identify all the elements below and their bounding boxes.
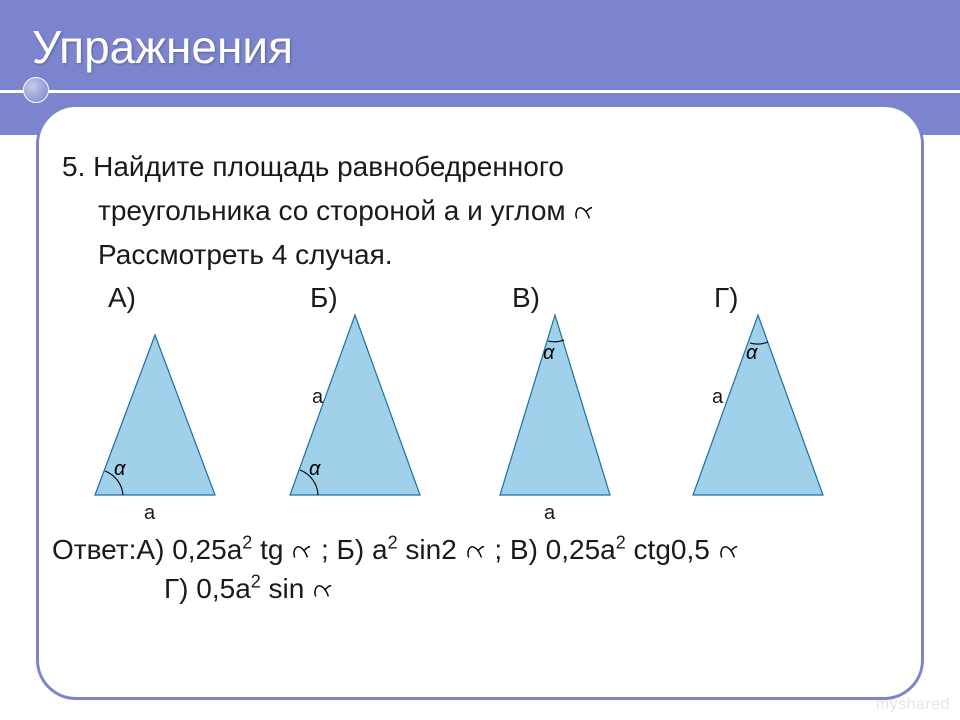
header-rule: [0, 90, 960, 93]
answer-block: Ответ:А) 0,25a2 tg ; Б) a2 sin2 ; В) 0,2…: [52, 530, 920, 608]
alpha-icon: [718, 543, 740, 561]
triangle-figures: α a α a α a α a: [90, 310, 900, 510]
triangle-v: α: [495, 310, 615, 500]
problem-text: 5. Найдите площадь равнобедренного треуг…: [62, 148, 916, 317]
triangle-b: α: [285, 310, 425, 500]
alpha-icon: [465, 543, 487, 561]
answer-line-2: Г) 0,5a2 sin: [52, 569, 920, 608]
triangle-a: α: [90, 330, 220, 500]
triangle-b-label: a: [312, 386, 323, 409]
bullet-dot: [23, 77, 49, 103]
triangle-v-label: a: [544, 502, 555, 525]
watermark: myshared: [876, 696, 950, 714]
problem-line-1: 5. Найдите площадь равнобедренного: [62, 148, 916, 186]
triangle-g: α: [688, 310, 828, 500]
answer-line-1: Ответ:А) 0,25a2 tg ; Б) a2 sin2 ; В) 0,2…: [52, 530, 920, 569]
alpha-icon: [291, 543, 313, 561]
problem-line-2: треугольника со стороной a и углом: [62, 192, 916, 230]
alpha-icon: [573, 204, 595, 222]
triangle-a-label: a: [144, 502, 155, 525]
slide-title: Упражнения: [32, 20, 293, 74]
alpha-icon: [312, 582, 334, 600]
problem-line-3: Рассмотреть 4 случая.: [62, 236, 916, 274]
triangle-g-label: a: [712, 386, 723, 409]
